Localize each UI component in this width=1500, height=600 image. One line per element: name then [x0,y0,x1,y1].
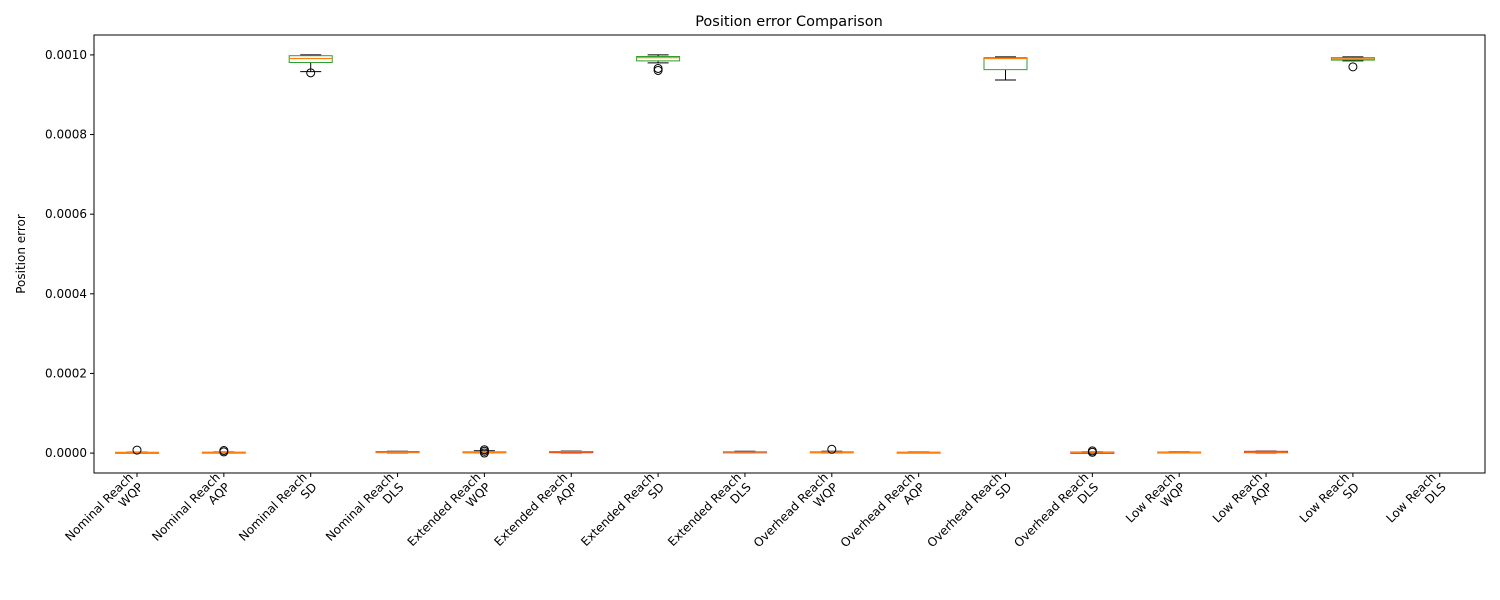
outlier-point [1087,447,1097,457]
y-tick-label: 0.0008 [45,128,87,142]
outlier-point [479,448,489,458]
box-body [636,56,681,62]
box-plot [809,444,854,454]
box-body [983,57,1028,71]
box-plot [549,450,594,454]
box-plot [1070,446,1115,457]
outlier-point [132,445,142,455]
box-plot [115,445,159,455]
outlier-point [827,444,837,454]
box-plot [722,450,767,454]
box-plot [1244,450,1289,454]
y-tick-label: 0.0010 [45,48,87,62]
y-tick-label: 0.0000 [45,446,87,460]
outlier-point [653,65,663,75]
chart-title: Position error Comparison [695,14,883,30]
box-plot [1330,56,1375,72]
outlier-point [306,68,316,78]
y-tick-label: 0.0006 [45,207,87,221]
y-tick-label: 0.0004 [45,287,87,301]
box-plot [1157,451,1202,454]
box-plot [201,446,246,457]
outlier-point [219,447,229,457]
outlier-point [1348,62,1358,72]
box-plot [375,450,420,454]
y-axis-label: Position error [14,214,28,294]
y-tick-label: 0.0002 [45,366,87,380]
axes-frame [93,34,1486,474]
box-plot [462,445,507,458]
box-plot [636,54,681,75]
box-plot [288,54,333,78]
box-plot [983,56,1028,81]
box-plot [896,451,941,454]
